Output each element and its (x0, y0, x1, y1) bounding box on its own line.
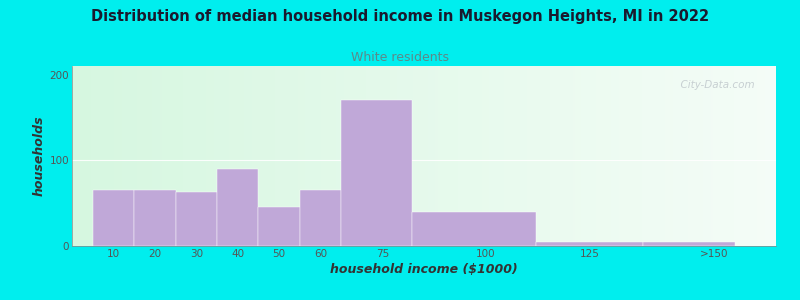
Bar (341, 100, 411, 246)
Text: City-Data.com: City-Data.com (674, 80, 755, 90)
Bar (175, 192, 217, 246)
Bar (93, 190, 134, 246)
Text: Distribution of median household income in Muskegon Heights, MI in 2022: Distribution of median household income … (91, 9, 709, 24)
Bar (134, 190, 175, 246)
Y-axis label: households: households (33, 116, 46, 196)
Bar (643, 242, 734, 246)
Text: White residents: White residents (351, 51, 449, 64)
X-axis label: household income ($1000): household income ($1000) (330, 263, 518, 276)
Bar (300, 190, 341, 246)
Bar (536, 242, 643, 246)
Bar (411, 212, 536, 246)
Bar (217, 169, 258, 246)
Bar (258, 207, 300, 246)
